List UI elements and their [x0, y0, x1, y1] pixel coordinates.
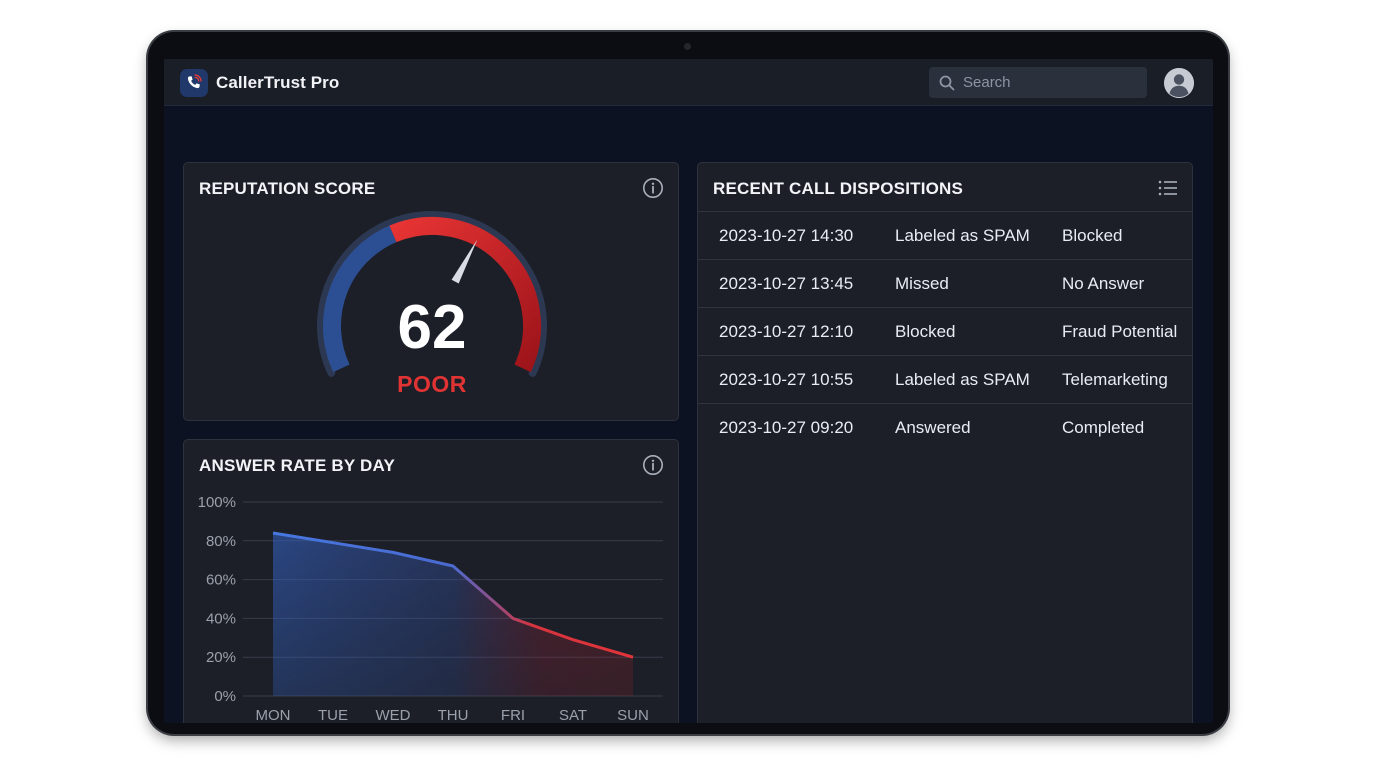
gauge-needle: [451, 239, 478, 284]
x-tick-label: FRI: [501, 707, 525, 723]
call-time: 2023-10-27 13:45: [719, 274, 854, 293]
call-status: Labeled as SPAM: [895, 226, 1030, 245]
data-point-sat: [571, 638, 575, 642]
data-point-sun: [631, 655, 635, 659]
camera-dot: [684, 43, 691, 50]
answer-rate-card: ANSWER RATE BY DAY: [183, 439, 679, 723]
data-point-thu: [451, 564, 455, 568]
reputation-score-card: REPUTATION SCORE 62 POOR: [183, 162, 679, 421]
x-tick-label: TUE: [318, 707, 348, 723]
table-row[interactable]: 2023-10-27 09:20 Answered Completed: [698, 403, 1192, 451]
table-row[interactable]: 2023-10-27 10:55 Labeled as SPAM Telemar…: [698, 355, 1192, 403]
list-icon[interactable]: [1158, 179, 1178, 197]
gauge-red-segment: [389, 216, 541, 373]
reputation-score-title: REPUTATION SCORE: [199, 179, 376, 198]
call-status: Blocked: [895, 322, 956, 341]
data-point-mon: [271, 531, 275, 535]
call-result: Fraud Potential: [1062, 322, 1178, 341]
info-icon[interactable]: [642, 454, 664, 476]
dispositions-title: RECENT CALL DISPOSITIONS: [713, 179, 964, 198]
reputation-rating: POOR: [397, 371, 467, 397]
call-time: 2023-10-27 09:20: [719, 418, 854, 437]
recent-call-dispositions-card: RECENT CALL DISPOSITIONS 2023-10-27 14:3…: [697, 162, 1193, 723]
y-tick-label: 0%: [214, 688, 236, 705]
y-tick-label: 40%: [206, 610, 236, 627]
gauge-blue-segment: [323, 225, 397, 373]
call-time: 2023-10-27 12:10: [719, 322, 854, 341]
y-tick-label: 80%: [206, 533, 236, 550]
y-tick-label: 60%: [206, 572, 236, 589]
phone-shield-icon[interactable]: [180, 69, 208, 97]
x-tick-label: SAT: [559, 707, 587, 723]
search-box[interactable]: [929, 67, 1147, 98]
reputation-gauge: [317, 211, 547, 377]
app-title: CallerTrust Pro: [216, 73, 340, 92]
call-result: Completed: [1062, 418, 1145, 437]
data-point-wed: [391, 550, 395, 554]
call-status: Answered: [895, 418, 971, 437]
y-tick-label: 20%: [206, 649, 236, 666]
data-point-fri: [511, 616, 515, 620]
call-result: Blocked: [1062, 226, 1123, 245]
x-tick-label: WED: [376, 707, 411, 723]
search-icon: [939, 75, 955, 91]
screen: CallerTrust Pro REPUTATION SCORE: [164, 59, 1213, 723]
table-row[interactable]: 2023-10-27 13:45 Missed No Answer: [698, 259, 1192, 307]
x-tick-label: MON: [256, 707, 291, 723]
table-row[interactable]: 2023-10-27 12:10 Blocked Fraud Potential: [698, 307, 1192, 355]
call-status: Labeled as SPAM: [895, 370, 1030, 389]
x-tick-label: SUN: [617, 707, 649, 723]
answer-rate-line: [272, 531, 634, 659]
call-time: 2023-10-27 10:55: [719, 370, 854, 389]
tablet-frame: CallerTrust Pro REPUTATION SCORE: [148, 32, 1228, 734]
data-point-tue: [331, 541, 335, 545]
call-time: 2023-10-27 14:30: [719, 226, 854, 245]
y-tick-label: 100%: [198, 494, 236, 511]
dispositions-table: 2023-10-27 14:30 Labeled as SPAM Blocked…: [698, 211, 1192, 451]
answer-rate-chart: 0% 20% 40% 60% 80% 100% MON TUE WED THU FRI SAT SUN: [198, 494, 663, 723]
user-avatar-icon[interactable]: [1164, 68, 1194, 98]
call-result: Telemarketing: [1062, 370, 1168, 389]
call-status: Missed: [895, 274, 949, 293]
call-result: No Answer: [1062, 274, 1145, 293]
gauge-track: [317, 211, 547, 377]
x-tick-label: THU: [438, 707, 469, 723]
answer-rate-area: [273, 533, 633, 696]
answer-rate-title: ANSWER RATE BY DAY: [199, 456, 395, 475]
info-icon[interactable]: [642, 177, 664, 199]
table-row[interactable]: 2023-10-27 14:30 Labeled as SPAM Blocked: [698, 211, 1192, 259]
search-input[interactable]: [963, 72, 1141, 93]
reputation-score-value: 62: [397, 293, 467, 362]
top-bar: CallerTrust Pro: [164, 59, 1213, 106]
